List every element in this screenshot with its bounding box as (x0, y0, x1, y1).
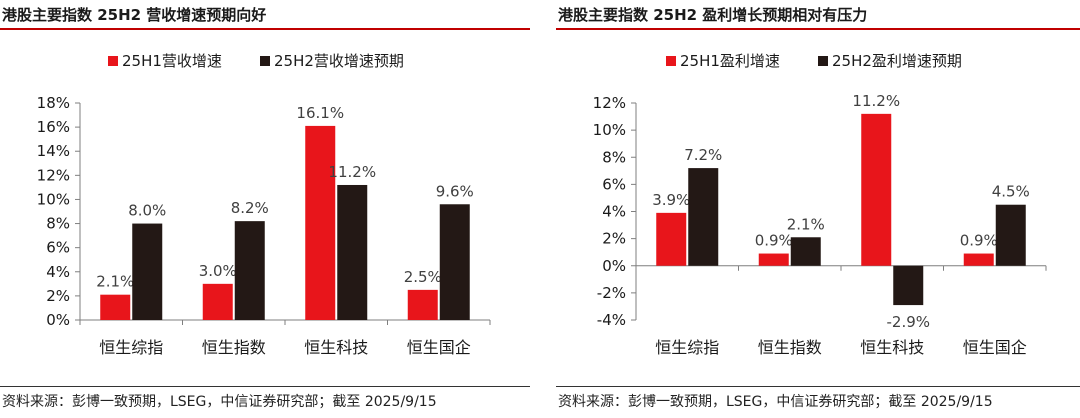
data-label: 11.2% (328, 163, 376, 181)
title-divider (556, 28, 1080, 30)
bar (758, 253, 789, 266)
source-divider (0, 386, 530, 387)
legend-swatch (260, 56, 270, 66)
legend-label: 25H2盈利增速预期 (832, 52, 962, 70)
y-tick-label: 6% (46, 239, 70, 257)
y-tick-label: 0% (602, 257, 626, 275)
legend-label: 25H1盈利增速 (680, 52, 780, 70)
chart-panel-earnings: 港股主要指数 25H2 盈利增长预期相对有压力 25H1盈利增速 25H2盈利增速… (556, 0, 1080, 418)
bar (963, 253, 994, 266)
bar (893, 265, 924, 306)
data-label: -2.9% (886, 313, 930, 331)
y-tick-label: 10% (593, 121, 626, 139)
data-label: 2.1% (787, 215, 825, 233)
title-divider (0, 28, 530, 30)
y-tick-label: 2% (602, 230, 626, 248)
bar (234, 221, 265, 320)
bar (202, 283, 233, 320)
y-tick-label: 4% (46, 263, 70, 281)
legend-swatch (818, 56, 828, 66)
data-label: 8.2% (231, 199, 269, 217)
source-note: 资料来源：彭博一致预期，LSEG，中信证券研究部；截至 2025/9/15 (2, 394, 437, 410)
y-tick-label: 12% (593, 94, 626, 112)
chart-title: 港股主要指数 25H2 盈利增长预期相对有压力 (558, 6, 868, 24)
legend-label: 25H2营收增速预期 (274, 52, 404, 70)
data-label: 3.0% (199, 262, 237, 280)
y-tick-label: 14% (37, 142, 70, 160)
chart-title: 港股主要指数 25H2 营收增速预期向好 (2, 6, 267, 24)
legend-label: 25H1营收增速 (122, 52, 222, 70)
category-label: 恒生指数 (202, 338, 266, 357)
bar (100, 294, 131, 320)
y-tick-label: 8% (46, 215, 70, 233)
y-tick-label: 16% (37, 118, 70, 136)
chart-panel-revenue: 港股主要指数 25H2 营收增速预期向好 25H1营收增速 25H2营收增速预期 0… (0, 0, 530, 418)
category-label: 恒生指数 (758, 338, 822, 357)
y-tick-label: 18% (37, 94, 70, 112)
y-tick-label: 10% (37, 190, 70, 208)
data-label: 0.9% (755, 232, 793, 250)
bar (439, 204, 470, 320)
bar (688, 168, 719, 266)
bar (132, 223, 163, 320)
data-label: 11.2% (852, 92, 900, 110)
y-tick-label: 0% (46, 311, 70, 329)
category-label: 恒生综指 (655, 338, 719, 357)
bar (305, 125, 336, 321)
data-label: 4.5% (992, 183, 1030, 201)
y-tick-label: 12% (37, 166, 70, 184)
category-label: 恒生综指 (99, 338, 163, 357)
revenue-growth-chart: 25H1营收增速 25H2营收增速预期 0% 2% 4% 6% 8% 10% 12% 14% 16%… (37, 52, 491, 357)
category-label: 恒生国企 (963, 338, 1027, 357)
source-note: 资料来源：彭博一致预期，LSEG，中信证券研究部；截至 2025/9/15 (558, 394, 993, 410)
bar (861, 113, 892, 266)
data-label: 8.0% (128, 202, 166, 220)
category-label: 恒生国企 (407, 338, 471, 357)
bar (995, 204, 1026, 266)
y-tick-label: 4% (602, 203, 626, 221)
source-divider (556, 386, 1080, 387)
data-label: 2.5% (404, 268, 442, 286)
legend-swatch (108, 56, 118, 66)
y-tick-label: -4% (597, 311, 626, 329)
category-label: 恒生科技 (304, 338, 368, 357)
bar (337, 184, 368, 320)
data-label: 0.9% (960, 232, 998, 250)
data-label: 7.2% (684, 146, 722, 164)
bar (407, 289, 438, 320)
bar (656, 212, 687, 266)
y-tick-label: -2% (597, 284, 626, 302)
earnings-growth-chart: 25H1盈利增速 25H2盈利增速预期 -4% -2% 0% 2% 4% 6% 8% 10% 12%… (593, 52, 1047, 357)
y-tick-label: 2% (46, 287, 70, 305)
data-label: 16.1% (296, 104, 344, 122)
y-tick-label: 6% (602, 175, 626, 193)
data-label: 3.9% (652, 191, 690, 209)
bar (790, 237, 821, 266)
data-label: 2.1% (96, 273, 134, 291)
data-label: 9.6% (436, 182, 474, 200)
legend-swatch (666, 56, 676, 66)
category-label: 恒生科技 (860, 338, 924, 357)
y-tick-label: 8% (602, 148, 626, 166)
